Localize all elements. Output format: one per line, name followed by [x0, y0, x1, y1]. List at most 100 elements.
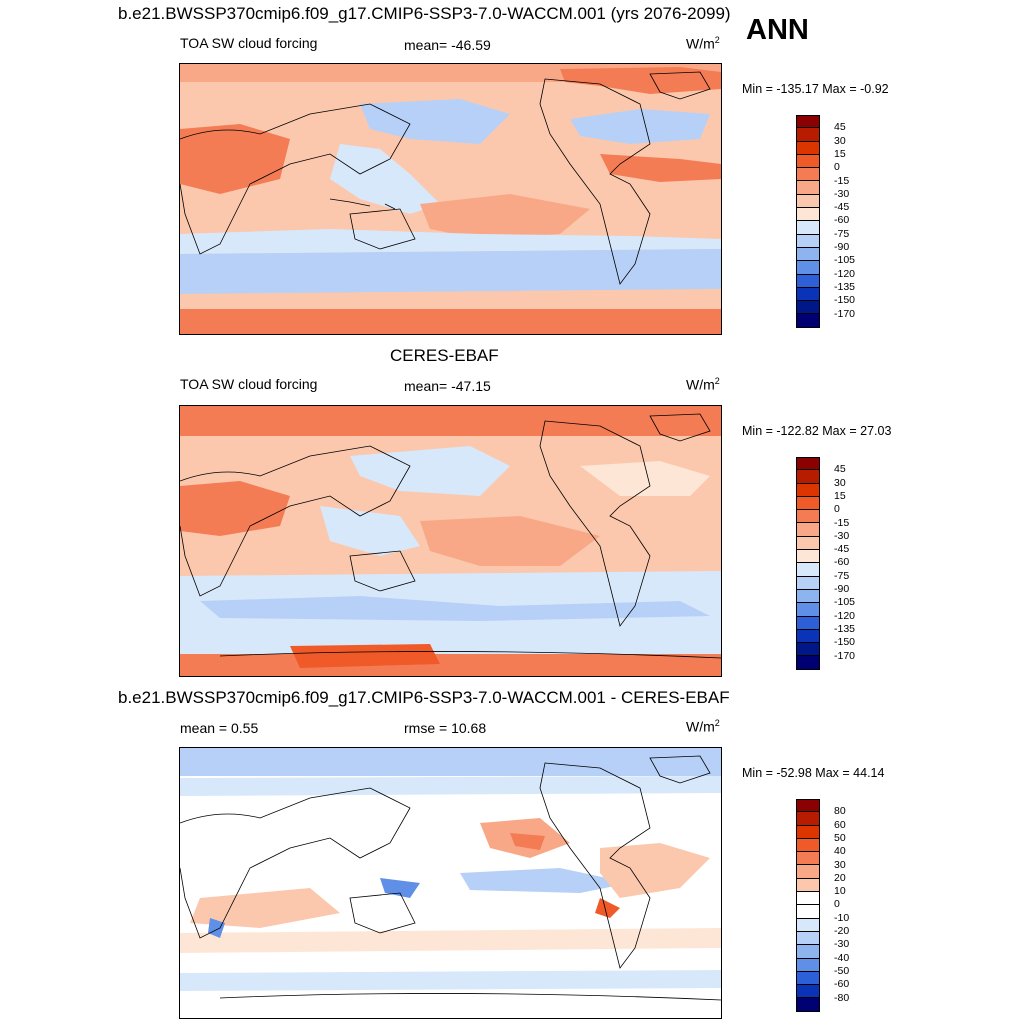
colorbar-tick-label: -40: [834, 951, 850, 964]
panel3-units: W/m2: [686, 718, 720, 735]
colorbar-swatch: [796, 838, 820, 853]
panel3-minmax: Min = -52.98 Max = 44.14: [742, 766, 885, 780]
colorbar-swatch: [796, 510, 820, 524]
colorbar-tick-label: 60: [834, 818, 846, 831]
colorbar-swatch: [796, 865, 820, 879]
colorbar-tick-label: -30: [834, 938, 850, 951]
colorbar-tick-label: -90: [834, 583, 850, 595]
colorbar-tick-label: -75: [834, 569, 850, 582]
panel1-variable: TOA SW cloud forcing: [180, 35, 318, 51]
colorbar-swatch: [796, 971, 820, 986]
colorbar-swatch: [796, 643, 820, 657]
colorbar-swatch: [796, 656, 820, 670]
colorbar-swatch: [796, 576, 820, 590]
colorbar-swatch: [796, 496, 820, 511]
colorbar-swatch: [796, 287, 820, 302]
panel2-minmax: Min = -122.82 Max = 27.03: [742, 424, 892, 438]
colorbar-swatch: [796, 261, 820, 275]
colorbar-swatch: [796, 154, 820, 169]
colorbar-swatch: [796, 892, 820, 906]
colorbar-tick-label: -80: [834, 991, 850, 1004]
panel1-mean: mean= -46.59: [404, 37, 491, 53]
colorbar-swatch: [796, 945, 820, 959]
colorbar-tick-label: 10: [834, 885, 846, 898]
colorbar-tick-label: -45: [834, 543, 850, 556]
panel3-map: [179, 747, 722, 1019]
colorbar-swatch: [796, 247, 820, 262]
colorbar-tick-label: 45: [834, 121, 846, 134]
colorbar-swatch: [796, 128, 820, 142]
colorbar-swatch: [796, 314, 820, 328]
colorbar-tick-label: -135: [834, 622, 856, 635]
colorbar-tick-label: -170: [834, 649, 856, 662]
colorbar-swatch: [796, 194, 820, 209]
colorbar-swatch: [796, 274, 820, 288]
colorbar-swatch: [796, 208, 820, 222]
colorbar-tick-label: -30: [834, 529, 850, 542]
panel2-mean: mean= -47.15: [404, 378, 491, 394]
colorbar-swatch: [796, 905, 820, 919]
colorbar-swatch: [796, 918, 820, 932]
panel1-title: b.e21.BWSSP370cmip6.f09_g17.CMIP6-SSP3-7…: [118, 4, 731, 23]
colorbar-tick-label: 0: [834, 503, 840, 516]
colorbar-swatch: [796, 799, 820, 813]
panel2-map: [179, 405, 722, 677]
colorbar-tick-label: 50: [834, 831, 846, 844]
season-label: ANN: [746, 14, 809, 46]
panel3-rmse: rmse = 10.68: [404, 720, 487, 736]
colorbar-tick-label: -135: [834, 280, 856, 293]
colorbar-tick-label: -75: [834, 227, 850, 240]
colorbar-tick-label: -60: [834, 214, 850, 227]
colorbar-tick-label: -150: [834, 294, 856, 307]
panel1-field: [180, 64, 721, 334]
panel1-map: [179, 63, 722, 335]
colorbar-swatch: [796, 457, 820, 471]
colorbar-swatch: [796, 470, 820, 484]
colorbar-swatch: [796, 221, 820, 235]
colorbar-tick-label: 80: [834, 805, 846, 818]
colorbar-tick-label: -30: [834, 187, 850, 200]
colorbar-tick-label: -120: [834, 609, 856, 622]
colorbar-swatch: [796, 931, 820, 946]
colorbar-swatch: [796, 985, 820, 999]
colorbar-tick-label: -105: [834, 596, 856, 609]
colorbar-swatch: [796, 852, 820, 866]
colorbar-swatch: [796, 825, 820, 839]
colorbar-tick-label: -170: [834, 307, 856, 320]
panel3-field: [180, 748, 721, 1018]
colorbar-tick-label: -90: [834, 241, 850, 253]
colorbar-swatch: [796, 589, 820, 604]
colorbar-tick-label: -60: [834, 556, 850, 569]
colorbar-swatch: [796, 603, 820, 617]
panel1-units: W/m2: [686, 35, 720, 52]
colorbar-swatch: [796, 234, 820, 248]
colorbar-tick-label: -105: [834, 254, 856, 267]
colorbar-tick-label: -20: [834, 925, 850, 937]
colorbar-tick-label: -45: [834, 201, 850, 214]
colorbar-tick-label: 0: [834, 898, 840, 911]
colorbar-tick-label: -50: [834, 964, 850, 977]
panel1-minmax: Min = -135.17 Max = -0.92: [742, 82, 889, 96]
colorbar-swatch: [796, 115, 820, 129]
colorbar-swatch: [796, 523, 820, 537]
colorbar-tick-label: 30: [834, 858, 846, 871]
colorbar-swatch: [796, 878, 820, 893]
panel3-colorbar: 80 60 50 40 30 20 10 0 -10 -20 -30 -40 -50 -60 -80: [796, 799, 849, 1012]
colorbar-tick-label: 0: [834, 161, 840, 174]
colorbar-tick-label: -15: [834, 174, 850, 187]
colorbar-swatch: [796, 141, 820, 155]
panel2-colorbar: 45 30 15 0 -15 -30 -45 -60 -75 -90 -105 -120 -135 -15…: [796, 457, 855, 670]
colorbar-tick-label: 20: [834, 871, 846, 884]
colorbar-tick-label: 15: [834, 147, 846, 160]
colorbar-tick-label: 40: [834, 845, 846, 858]
colorbar-tick-label: 15: [834, 489, 846, 502]
colorbar-swatch: [796, 616, 820, 630]
colorbar-swatch: [796, 181, 820, 195]
colorbar-tick-label: -60: [834, 978, 850, 991]
colorbar-tick-label: -150: [834, 636, 856, 649]
colorbar-swatch: [796, 168, 820, 182]
colorbar-swatch: [796, 550, 820, 564]
panel3-title: b.e21.BWSSP370cmip6.f09_g17.CMIP6-SSP3-7…: [118, 688, 730, 707]
panel2-field: [180, 406, 721, 676]
panel2-title: CERES-EBAF: [390, 346, 499, 365]
